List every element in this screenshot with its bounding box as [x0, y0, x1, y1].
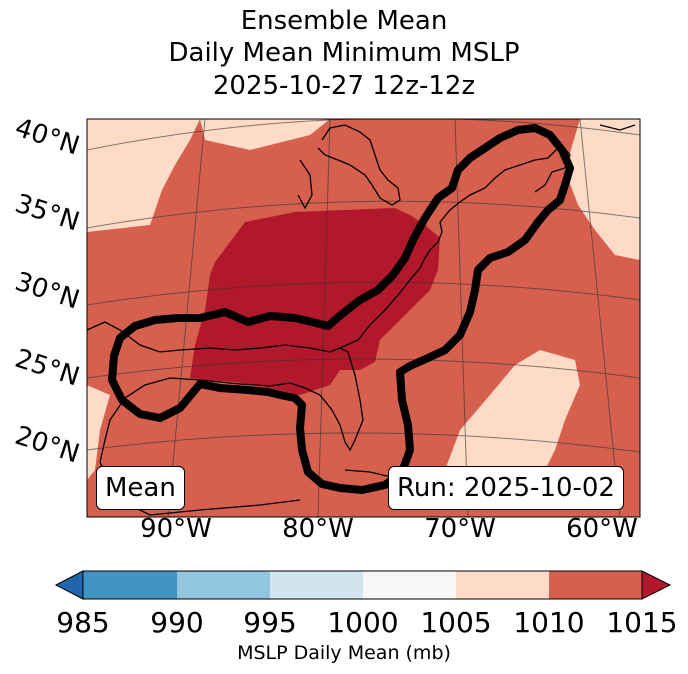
- colorbar-extend-high: [641, 570, 672, 600]
- colorbar-tick-1000: 1000: [327, 606, 399, 639]
- title-line-3: 2025-10-27 12z-12z: [212, 71, 476, 101]
- colorbar-seg-1005-1010: [456, 571, 549, 599]
- light-region-sw: [87, 385, 110, 480]
- colorbar-frame: [82, 570, 643, 600]
- map-frame: [86, 118, 641, 518]
- lon-label-70w: 70°W: [424, 514, 496, 544]
- lon-label-80w: 80°W: [282, 514, 354, 544]
- colorbar-seg-995-1000: [270, 571, 363, 599]
- title-line-2: Daily Mean Minimum MSLP: [168, 38, 520, 68]
- colorbar-tick-990: 990: [150, 606, 204, 639]
- colorbar-seg-1010-1015: [549, 571, 642, 599]
- colorbar-tick-985: 985: [56, 606, 110, 639]
- colorbar-tick-1010: 1010: [513, 606, 585, 639]
- run-date-box: Run: 2025-10-02: [388, 466, 624, 510]
- title-line-1: Ensemble Mean: [240, 6, 448, 36]
- light-region-nw: [87, 119, 200, 232]
- colorbar-label: MSLP Daily Mean (mb): [237, 642, 451, 664]
- colorbar-extend-low: [54, 570, 84, 600]
- lon-label-60w: 60°W: [566, 514, 638, 544]
- colorbar-tick-995: 995: [243, 606, 297, 639]
- colorbar-seg-1000-1005: [363, 571, 456, 599]
- lon-label-90w: 90°W: [140, 514, 212, 544]
- light-region-north: [200, 119, 330, 150]
- graticule: [87, 119, 640, 517]
- colorbar-tick-1005: 1005: [420, 606, 492, 639]
- colorbar-seg-990-995: [177, 571, 270, 599]
- colorbar-seg-985-990: [83, 571, 177, 599]
- contour-outline: [108, 124, 574, 494]
- colorbar-tick-1015: 1015: [606, 606, 678, 639]
- light-region-se: [445, 350, 580, 485]
- mean-label-box: Mean: [96, 466, 185, 510]
